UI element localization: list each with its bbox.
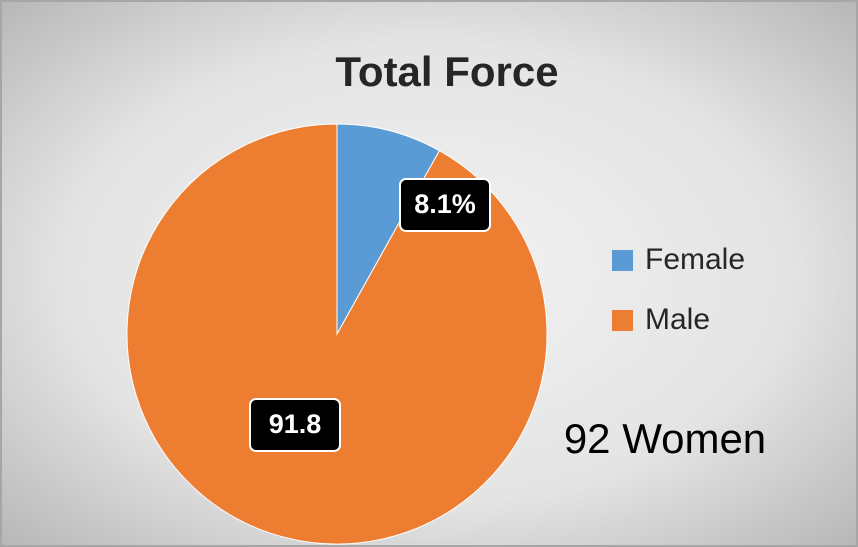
data-label-box [249,398,341,452]
data-label: 8.1% [414,189,476,219]
data-label: 91.8 [269,409,322,439]
annotation: 92 Women [564,415,766,462]
pie-slice [336,123,441,336]
legend-label: Female [645,243,745,276]
legend-swatch [612,250,633,271]
chart-title: Total Force [335,48,558,95]
legend-swatch [612,310,633,331]
data-label-box [399,178,491,232]
legend-label: Male [645,303,710,336]
